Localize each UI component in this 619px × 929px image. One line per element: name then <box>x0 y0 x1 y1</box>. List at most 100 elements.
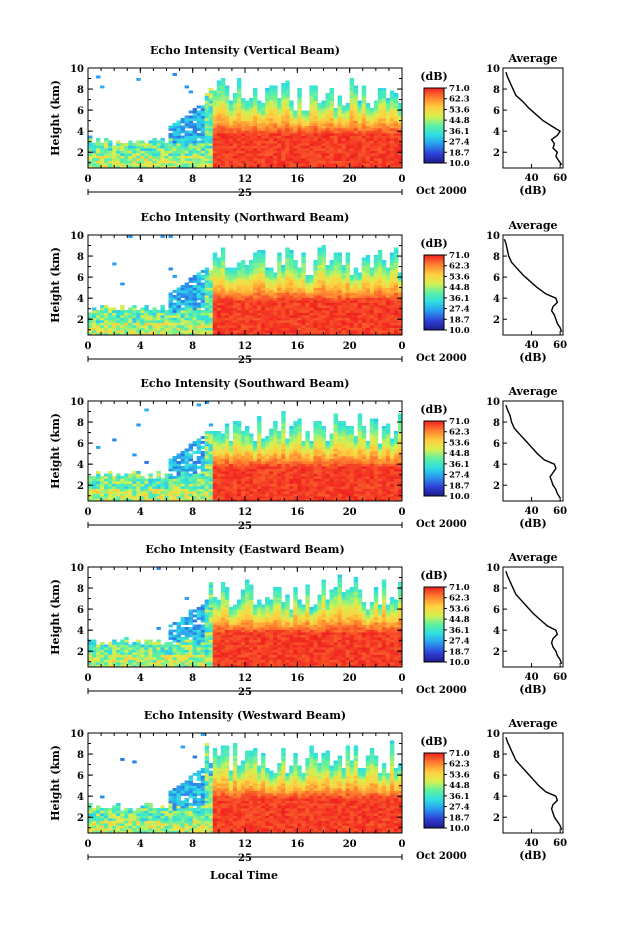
heatmap-cell <box>192 130 198 134</box>
heatmap-cell <box>269 148 274 151</box>
heatmap-cell <box>224 307 230 311</box>
profile-y-tick-label: 6 <box>493 106 500 117</box>
heatmap-cell <box>245 481 250 484</box>
heatmap-cell <box>156 486 161 489</box>
heatmap-cell <box>228 461 234 464</box>
heatmap-cell <box>144 155 149 159</box>
heatmap-cell <box>208 438 214 442</box>
heatmap-cell <box>172 476 177 479</box>
heatmap-cell <box>269 463 274 467</box>
profile-y-tick-label: 10 <box>486 64 500 75</box>
heatmap-cell <box>277 297 282 301</box>
heatmap-cell <box>361 160 367 164</box>
heatmap-cell <box>317 113 322 116</box>
heatmap-cell <box>385 105 391 109</box>
heatmap-cell <box>389 300 395 303</box>
heatmap-cell <box>196 330 202 333</box>
heatmap-cell <box>245 458 250 462</box>
heatmap-cell <box>120 160 125 164</box>
heatmap-cell <box>297 145 302 149</box>
heatmap-cell <box>245 327 250 331</box>
heatmap-cell <box>333 282 338 286</box>
heatmap-cell <box>385 270 391 273</box>
heatmap-cell <box>281 277 286 281</box>
heatmap-cell <box>112 153 117 156</box>
heatmap-cell <box>180 461 186 464</box>
heatmap-cell <box>277 305 282 308</box>
heatmap-cell <box>289 123 294 126</box>
heatmap-cell <box>240 305 246 308</box>
heatmap-cell <box>188 115 194 119</box>
heatmap-cell <box>164 478 169 482</box>
heatmap-cell <box>365 302 371 306</box>
heatmap-cell <box>224 140 230 144</box>
heatmap-cell <box>216 277 222 281</box>
heatmap-cell <box>148 150 153 154</box>
heatmap-cell <box>160 145 165 149</box>
heatmap-cell <box>148 332 153 336</box>
heatmap-cell <box>365 272 371 276</box>
heatmap-cell <box>357 320 363 323</box>
heatmap-cell <box>361 163 367 166</box>
heatmap-cell <box>285 123 290 126</box>
heatmap-cell <box>365 262 371 266</box>
heatmap-cell <box>341 305 347 308</box>
heatmap-cell <box>361 280 367 283</box>
heatmap-cell <box>228 300 234 303</box>
heatmap-cell <box>381 118 387 121</box>
heatmap-cell <box>345 315 351 318</box>
heatmap-cell <box>269 320 274 323</box>
heatmap-cell <box>172 463 177 467</box>
heatmap-cell <box>341 145 347 149</box>
heatmap-cell <box>120 315 125 318</box>
heatmap-cell <box>293 272 298 276</box>
heatmap-cell <box>313 332 318 336</box>
heatmap-cell <box>389 272 395 276</box>
heatmap-cell <box>281 330 286 333</box>
heatmap-cell <box>305 327 310 331</box>
heatmap-cell <box>329 322 334 326</box>
heatmap-cell <box>261 456 266 459</box>
heatmap-cell <box>269 130 274 134</box>
heatmap-cell <box>208 135 214 139</box>
heatmap-cell <box>180 135 186 139</box>
heatmap-cell <box>212 471 218 474</box>
heatmap-cell <box>321 155 326 159</box>
heatmap-cell <box>208 138 214 141</box>
heatmap-cell <box>96 312 101 316</box>
heatmap-cell <box>224 90 230 94</box>
heatmap-cell <box>297 143 302 146</box>
heatmap-cell <box>240 443 246 447</box>
heatmap-cell <box>265 113 270 116</box>
heatmap-cell <box>353 305 359 308</box>
heatmap-cell <box>329 165 334 169</box>
heatmap-cell <box>220 451 226 454</box>
heatmap-cell <box>116 320 121 323</box>
heatmap-cell <box>253 332 258 336</box>
heatmap-cell <box>172 135 177 139</box>
heatmap-cell <box>180 491 186 494</box>
heatmap-cell <box>269 295 274 298</box>
heatmap-cell <box>249 158 254 161</box>
heatmap-cell <box>297 267 302 271</box>
heatmap-cell <box>317 302 322 306</box>
heatmap-cell <box>317 150 322 154</box>
heatmap-cell <box>297 105 302 109</box>
heatmap-cell <box>232 423 238 427</box>
heatmap-cell <box>140 307 145 311</box>
heatmap-cell <box>200 163 206 166</box>
heatmap-cell <box>160 481 165 484</box>
heatmap-cell <box>176 163 181 166</box>
heatmap-cell <box>325 150 330 154</box>
heatmap-cell <box>357 307 363 311</box>
heatmap-cell <box>249 275 254 278</box>
heatmap-cell <box>196 105 202 109</box>
heatmap-cell <box>240 98 246 101</box>
heatmap-cell <box>228 110 234 114</box>
heatmap-cell <box>321 257 326 261</box>
heatmap-cell <box>309 110 314 114</box>
heatmap-cell <box>228 476 234 479</box>
heatmap-cell <box>381 292 387 296</box>
heatmap-cell <box>180 332 186 336</box>
heatmap-cell <box>236 113 242 116</box>
